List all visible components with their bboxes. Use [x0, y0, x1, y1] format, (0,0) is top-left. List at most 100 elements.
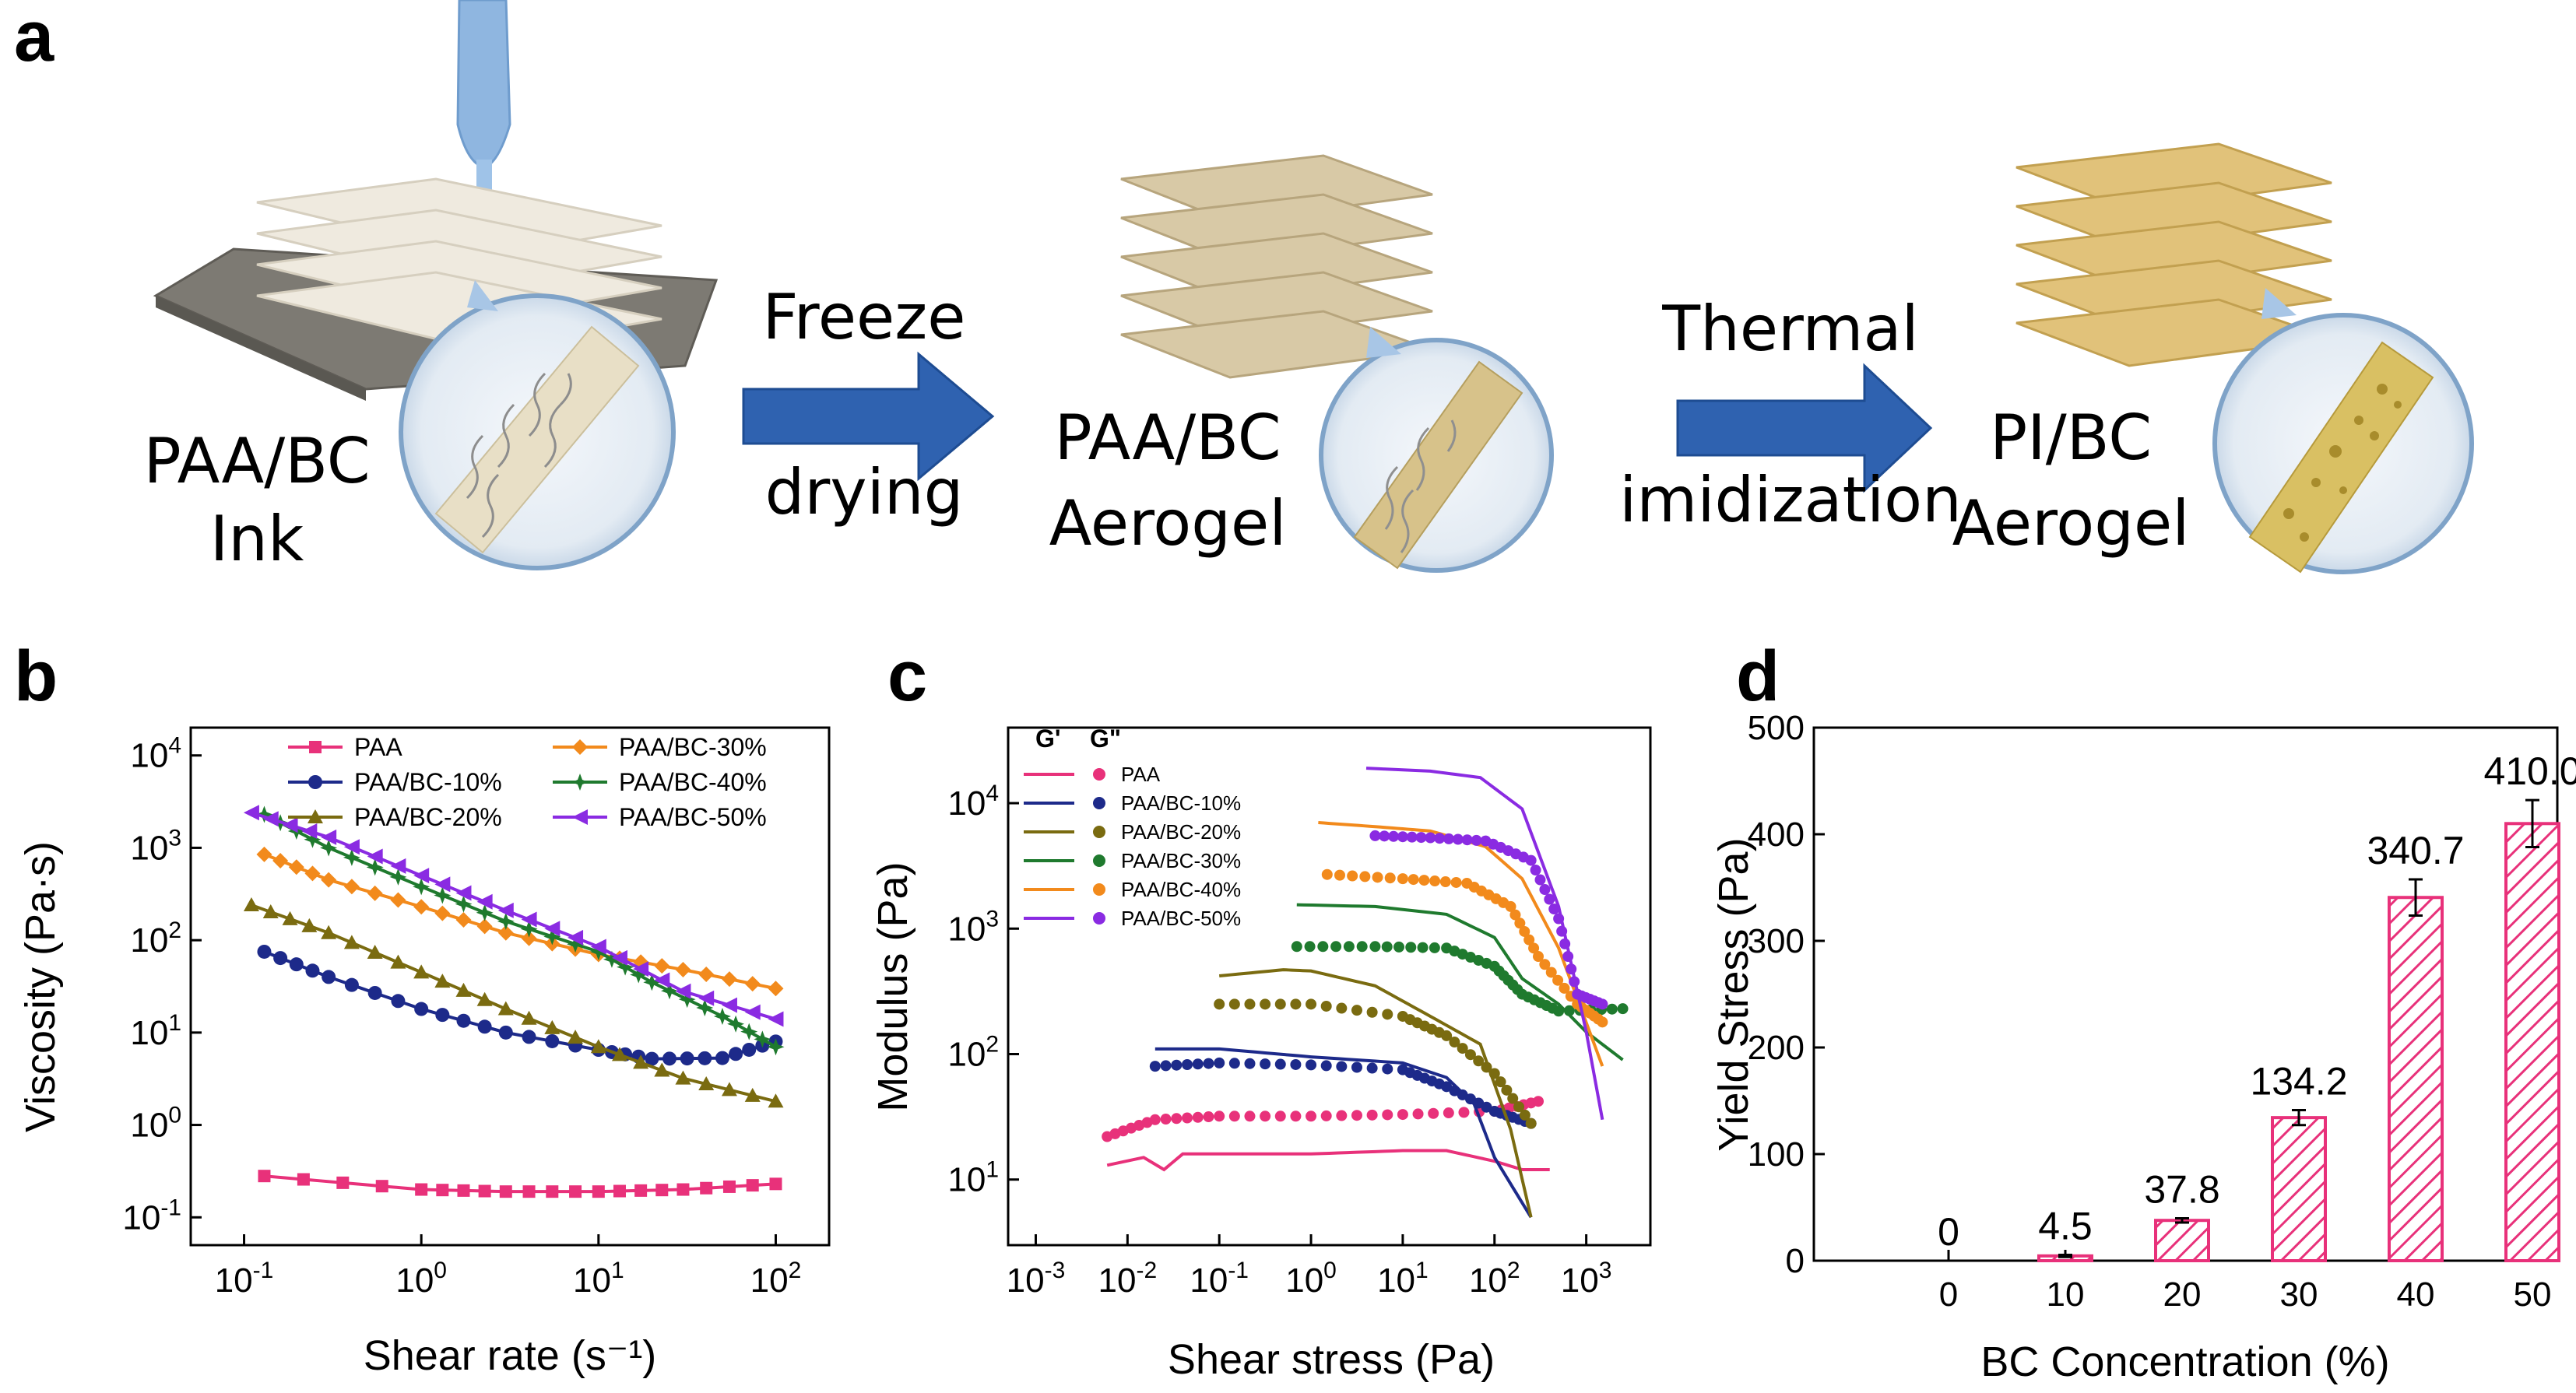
x-tick-label-b-exp: 2 [789, 1258, 802, 1283]
y-tick-label-d: 0 [1786, 1242, 1805, 1280]
loss-modulus-point [1495, 1076, 1506, 1088]
loss-modulus-point [1428, 1107, 1439, 1119]
series-b-paabc50 [243, 805, 784, 1027]
loss-modulus-point [1450, 876, 1462, 888]
data-point-b [367, 945, 383, 960]
legend-entry-c: PAA/BC-50% [1024, 907, 1241, 930]
y-tick-label-b: 101 [130, 1010, 181, 1052]
data-point-b [413, 964, 430, 979]
data-point-b [654, 972, 670, 988]
x-tick-label-c-base: 10 [1285, 1261, 1323, 1300]
data-point-b [389, 868, 407, 886]
zoom-pointer [467, 280, 498, 311]
storage-modulus-line [1365, 767, 1604, 1121]
y-tick-label-b-base: 10 [130, 737, 168, 775]
data-point-b [643, 974, 661, 991]
loss-modulus-point [1532, 951, 1544, 963]
print-plate-edge [156, 296, 366, 401]
data-point-b [499, 1185, 512, 1198]
loss-modulus-point [1417, 942, 1429, 953]
x-tick-label-b-exp: -1 [253, 1258, 274, 1283]
storage-modulus-line [1318, 821, 1604, 1067]
loss-modulus-point [1304, 941, 1316, 953]
data-point-b [522, 1030, 536, 1044]
x-axis-label-d: BC Concentration (%) [1980, 1339, 2389, 1385]
loss-modulus-point [1317, 941, 1329, 953]
data-point-b [740, 1023, 758, 1040]
y-tick-label-c-base: 10 [947, 784, 986, 823]
loss-modulus-point [1501, 1084, 1513, 1096]
y-tick-label-b-exp: 3 [168, 825, 181, 851]
x-tick-label-c: 10-3 [1007, 1258, 1066, 1300]
loss-modulus-point [1182, 1112, 1193, 1124]
loss-modulus-point [1171, 1113, 1183, 1125]
bars-d: 0 4.5 37.8 134.2 340.7 410.0 [1938, 749, 2576, 1263]
loss-modulus-point [1192, 1111, 1204, 1123]
loss-modulus-point [1534, 874, 1546, 886]
legend-entry-c: PAA/BC-30% [1024, 849, 1241, 872]
data-point-b [390, 892, 406, 908]
data-point-b [255, 805, 273, 823]
data-point-b [476, 918, 493, 935]
data-point-b [301, 823, 318, 840]
loss-modulus-point [1244, 1111, 1256, 1122]
loss-modulus-point [1336, 1061, 1348, 1072]
legend-label-b: PAA/BC-50% [619, 803, 767, 831]
data-point-b [272, 853, 289, 869]
data-point-b [678, 991, 696, 1009]
legend-entry-b: PAA/BC-30% [553, 733, 767, 761]
y-tick-label-d: 500 [1748, 709, 1805, 747]
loss-modulus-point [1562, 951, 1574, 963]
loss-modulus-point [1539, 959, 1551, 970]
data-point-b [768, 1093, 784, 1108]
loss-modulus-point [1274, 998, 1286, 1010]
x-tick-label-d: 50 [2514, 1275, 2552, 1314]
data-point-b [746, 1179, 759, 1192]
bar-group-20: 37.8 [2144, 1167, 2220, 1262]
data-point-b [262, 811, 279, 827]
storage-modulus-line [1106, 1149, 1550, 1172]
loss-modulus-point [1290, 1111, 1302, 1122]
arrow2-label-line2: imidization [1619, 464, 1962, 536]
loss-modulus-point [1552, 974, 1564, 986]
data-point-b [744, 976, 761, 992]
legend-label-b: PAA/BC-30% [619, 733, 767, 761]
storage-modulus-line [1219, 968, 1533, 1218]
nozzle-icon [456, 0, 511, 169]
data-point-b [497, 925, 514, 941]
data-point-b [414, 1002, 429, 1016]
ink-filament [434, 325, 640, 554]
stage1-label-line1: PAA/BC [143, 425, 370, 497]
plot-frame-c [1007, 726, 1652, 1247]
data-point-b [630, 966, 648, 984]
x-tick-label-c-exp: -1 [1228, 1258, 1249, 1283]
data-point-b [603, 950, 620, 968]
loss-modulus-point [1359, 871, 1371, 882]
data-point-b [413, 899, 430, 915]
data-point-b [543, 928, 561, 946]
x-tick-label-d: 40 [2397, 1275, 2435, 1314]
data-point-b [645, 1051, 659, 1066]
y-tick-label-c-exp: 2 [986, 1031, 999, 1057]
data-point-b [367, 848, 383, 865]
y-axis-label-b: Viscosity (Pa·s) [17, 841, 64, 1132]
x-tick-label-b-base: 10 [215, 1261, 253, 1300]
loss-modulus-point [1569, 976, 1580, 988]
y-tick-label-b-exp: -1 [160, 1195, 181, 1220]
series-line-b [263, 812, 777, 1048]
legend-marker-b [309, 741, 322, 753]
y-axis-label-c: Modulus (Pa) [870, 861, 916, 1111]
loss-modulus-point [1160, 1114, 1172, 1125]
panel-letter-c: c [887, 637, 927, 716]
legend-marker-c [1093, 826, 1105, 838]
data-point-b [435, 1008, 450, 1023]
x-tick-label-c-base: 10 [1190, 1261, 1228, 1300]
loss-modulus-point [1471, 834, 1482, 846]
data-point-b [477, 1019, 492, 1034]
data-point-b [590, 1039, 606, 1054]
legend-label-c: PAA/BC-30% [1121, 849, 1241, 872]
data-point-b [390, 954, 406, 969]
data-point-b [520, 920, 538, 938]
loss-modulus-point [1388, 830, 1400, 842]
